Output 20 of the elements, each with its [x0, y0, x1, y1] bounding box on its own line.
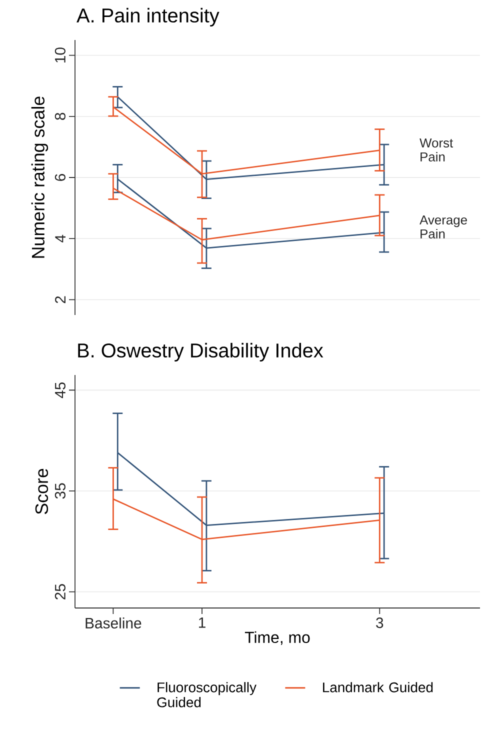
y-axis-title: Score: [35, 468, 48, 514]
y-tick-label: 4: [55, 234, 66, 242]
x-axis-title: Time, mo: [244, 631, 310, 645]
x-tick-label: 1: [198, 618, 206, 628]
y-tick-label: 8: [54, 112, 66, 120]
chart-title: B. Oswestry Disability Index: [78, 342, 324, 362]
y-tick-label: 6: [54, 174, 66, 181]
x-tick-label: 3: [376, 618, 384, 628]
y-axis-title: Numeric rating scale: [31, 96, 48, 258]
y-tick-label: 10: [54, 48, 66, 62]
legend-label: Fluoroscopically Guided: [157, 682, 256, 708]
y-tick-label: 45: [55, 382, 66, 398]
y-tick-label: 2: [55, 296, 66, 304]
legend-label: Landmark Guided: [323, 682, 433, 692]
y-tick-label: 25: [54, 584, 66, 600]
annotation: Average Pain: [420, 216, 467, 238]
annotation: Worst Pain: [420, 138, 454, 162]
chart-title: A. Pain intensity: [76, 8, 220, 27]
x-tick-label: Baseline: [86, 618, 142, 628]
y-tick-label: 35: [54, 483, 66, 499]
